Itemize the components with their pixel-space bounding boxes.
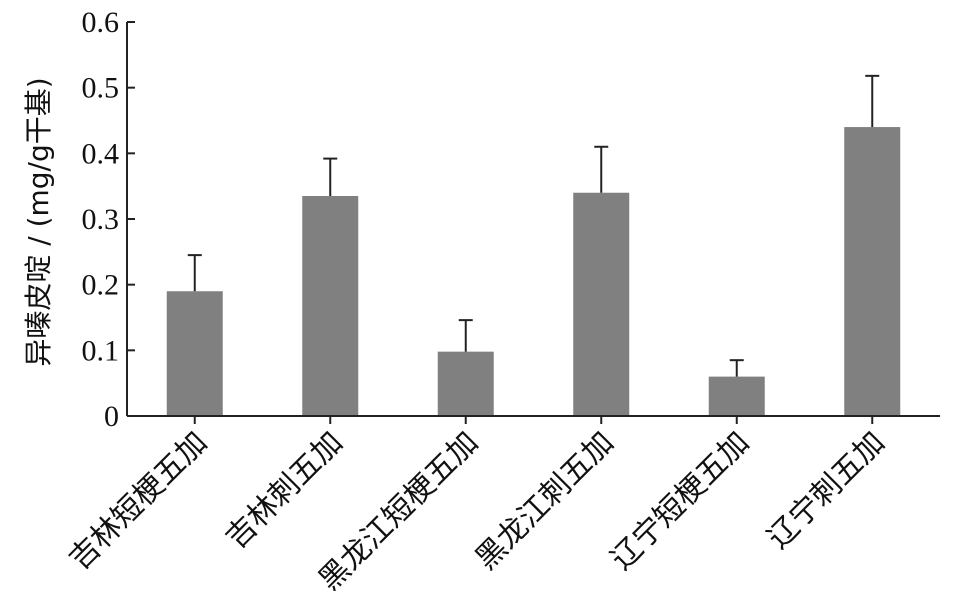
y-tick-label: 0.4 — [82, 137, 120, 170]
y-tick-label: 0.3 — [82, 203, 120, 236]
y-tick-label: 0.6 — [82, 6, 120, 39]
x-tick-label: 吉林短梗五加 — [62, 425, 214, 577]
x-tick-label: 辽宁刺五加 — [761, 425, 892, 556]
y-tick-label: 0.1 — [82, 334, 120, 367]
y-tick-label: 0 — [104, 400, 119, 433]
y-axis: 0 0.1 0.2 0.3 0.4 0.5 0.6 — [82, 6, 135, 433]
x-tick-label: 辽宁短梗五加 — [604, 425, 756, 577]
x-tick-label: 黑龙江刺五加 — [469, 425, 621, 577]
bar — [708, 376, 765, 416]
bar — [166, 291, 223, 416]
y-axis-title: 异嗪皮啶 / (mg/g干基) — [22, 77, 55, 366]
y-tick-label: 0.2 — [82, 269, 120, 302]
bar — [302, 196, 359, 416]
x-tick-label: 吉林刺五加 — [219, 425, 350, 556]
bar — [437, 351, 494, 416]
bars — [166, 74, 901, 417]
bar — [844, 127, 901, 417]
y-tick-label: 0.5 — [82, 72, 120, 105]
bar — [573, 192, 630, 416]
